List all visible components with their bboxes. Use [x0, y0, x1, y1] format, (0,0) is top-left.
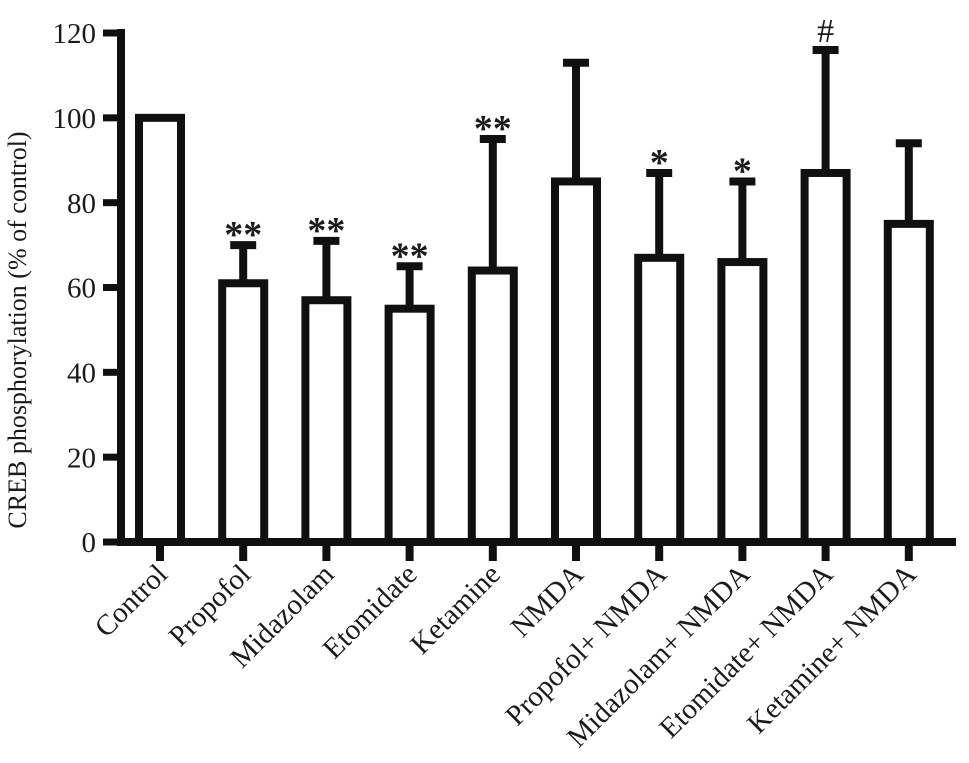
significance-marker: *: [733, 150, 752, 192]
y-tick-label: 80: [67, 188, 96, 220]
bar-control: [135, 113, 185, 546]
y-tick-label: 100: [53, 103, 97, 135]
y-tick-label: 20: [67, 442, 96, 474]
bar-propofol: [218, 279, 269, 546]
x-category-label: Control: [89, 558, 174, 643]
significance-marker: **: [474, 108, 512, 150]
bar-etomidate: [384, 304, 435, 547]
bar-midazolam: [301, 296, 352, 546]
significance-marker: **: [224, 214, 262, 256]
bar-midazolam-nmda: [717, 258, 768, 546]
bar-nmda: [551, 177, 601, 546]
y-tick-label: 60: [67, 273, 96, 305]
bar-ketamine-nmda: [883, 219, 934, 546]
significance-marker: **: [391, 235, 429, 277]
bar-propofol-nmda: [634, 253, 685, 546]
y-tick-label: 40: [67, 357, 96, 389]
bar-etomidate-nmda: [800, 168, 851, 546]
y-tick-label: 120: [53, 18, 97, 50]
x-category-label: Ketamine: [404, 558, 506, 660]
significance-marker: **: [307, 210, 345, 252]
bar-ketamine: [467, 266, 518, 546]
y-axis-title: CREB phosphorylation (% of control): [3, 131, 32, 528]
significance-marker: #: [817, 13, 834, 50]
significance-marker: *: [650, 142, 669, 184]
y-tick-label: 0: [82, 527, 97, 559]
